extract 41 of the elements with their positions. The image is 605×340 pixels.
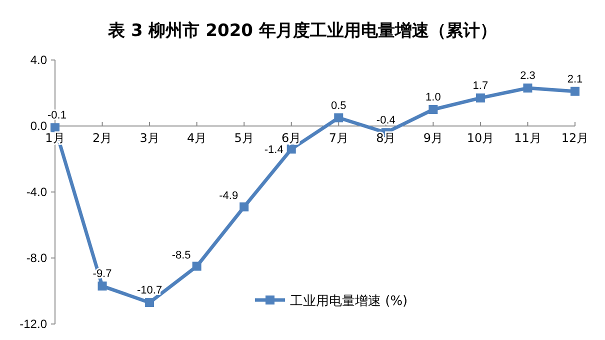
legend: 工业用电量增速 (%): [255, 294, 408, 309]
data-label: 0.5: [330, 100, 346, 112]
x-tick-label: 4月: [187, 131, 207, 145]
point: [428, 105, 438, 114]
point: [145, 298, 154, 308]
data-label: 2.3: [520, 70, 536, 82]
data-label: -4.9: [219, 190, 238, 202]
x-tick-label: 12月: [561, 131, 589, 145]
point: [570, 86, 580, 96]
data-label: -0.4: [376, 114, 396, 127]
x-tick-label: 2月: [92, 131, 112, 145]
y-tick-label: 4.0: [30, 53, 48, 67]
data-label: -10.7: [137, 284, 162, 297]
legend-label: 工业用电量增速 (%): [290, 294, 408, 309]
point: [286, 144, 296, 154]
data-label: -1.4: [264, 144, 284, 156]
data-label: 2.1: [567, 73, 583, 86]
x-tick-label: 1月: [45, 131, 65, 145]
point: [240, 202, 249, 212]
point: [523, 84, 532, 93]
data-label: 1.0: [426, 92, 441, 104]
point: [476, 93, 485, 102]
data-label: 1.7: [472, 80, 488, 92]
point: [192, 262, 202, 271]
y-tick-label: -4.0: [26, 185, 48, 199]
x-tick-label: 11月: [514, 131, 542, 145]
x-tick-label: 6月: [282, 131, 302, 145]
x-tick-label: 3月: [140, 131, 160, 145]
data-label: -0.1: [48, 110, 66, 122]
y-tick-label: 0.0: [30, 119, 48, 133]
x-tick-label: 5月: [234, 131, 254, 145]
data-label: -8.5: [172, 249, 191, 262]
point: [98, 282, 107, 291]
point: [334, 113, 344, 122]
chart-title: 表 3 柳州市 2020 年月度工业用电量增速（累计）: [107, 21, 497, 41]
x-tick-label: 7月: [328, 131, 348, 145]
y-tick-label: -8.0: [26, 251, 48, 265]
x-tick-label: 10月: [466, 131, 494, 145]
point: [50, 123, 60, 132]
x-tick-label: 9月: [423, 131, 443, 145]
y-tick-label: -12.0: [20, 317, 48, 331]
